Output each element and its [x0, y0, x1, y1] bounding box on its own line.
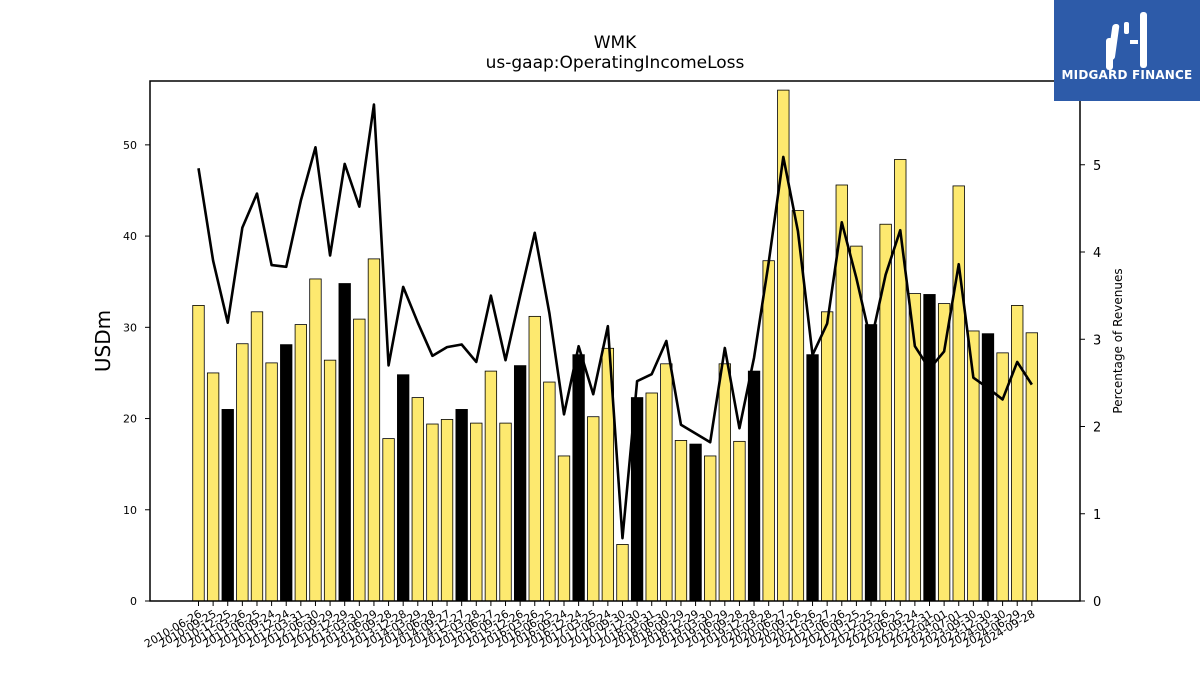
line-layer [197, 103, 1033, 540]
bar [747, 370, 761, 602]
chart-subtitle: us-gaap:OperatingIncomeLoss [486, 53, 745, 73]
bar [689, 443, 702, 602]
bar [733, 440, 746, 602]
plot-frame [149, 80, 1081, 602]
y-tick-label: 50 [123, 139, 137, 152]
bar [309, 278, 322, 602]
bar [236, 343, 249, 602]
y2-tick-label: 3 [1093, 333, 1101, 348]
bar [528, 315, 541, 602]
bar [426, 423, 439, 602]
bar [250, 311, 264, 602]
bar [1011, 305, 1024, 602]
y2-tick-label: 5 [1093, 159, 1101, 174]
bar [367, 258, 381, 602]
bar [455, 409, 468, 602]
bar [645, 392, 658, 602]
y2-axis-label: Percentage of Revenues [1111, 268, 1125, 413]
bar [192, 305, 205, 602]
bar [206, 372, 220, 602]
y-tick-label: 20 [123, 413, 137, 426]
y-tick-label: 0 [130, 595, 137, 608]
chart-title: WMK [594, 33, 637, 53]
bar [572, 354, 585, 602]
midgard-logo-icon [1106, 12, 1147, 70]
bar [265, 362, 278, 602]
bar [952, 185, 965, 602]
bar [762, 260, 775, 602]
y-tick-label: 30 [123, 321, 137, 334]
bar [923, 294, 936, 602]
bar [718, 363, 731, 602]
bar [821, 311, 834, 602]
bar [382, 438, 395, 602]
bar [660, 363, 673, 602]
bar [674, 440, 688, 602]
bar [484, 370, 498, 602]
series-line [197, 103, 1033, 540]
y-ticks-layer: 0 10 20 30 40 50 [123, 139, 150, 608]
bar [806, 354, 819, 602]
bar [294, 324, 307, 602]
y2-tick-label: 0 [1093, 595, 1101, 610]
bar [499, 422, 512, 602]
bar [864, 324, 878, 602]
brand-logo: MIDGARD FINANCE [1054, 0, 1200, 101]
bar [323, 359, 337, 602]
bar [616, 544, 629, 602]
bar [440, 419, 454, 602]
bar [777, 89, 790, 602]
bar [513, 365, 527, 602]
bar [470, 422, 483, 602]
y-tick-label: 40 [123, 230, 137, 243]
bars-layer [192, 89, 1038, 602]
bar [1025, 332, 1038, 602]
y2-tick-label: 1 [1093, 508, 1101, 523]
bar [280, 344, 293, 602]
bar [704, 455, 717, 602]
brand-name: MIDGARD FINANCE [1061, 68, 1193, 82]
bar [353, 318, 366, 602]
y2-ticks-layer: 0 1 2 3 4 5 [1080, 159, 1101, 610]
bar [981, 333, 995, 602]
bar [543, 381, 556, 602]
bar [397, 374, 410, 602]
x-ticks-layer: 2010-06-262010-09-252010-12-252011-03-26… [142, 601, 1037, 651]
bar [221, 409, 234, 602]
bar [338, 283, 351, 602]
y-tick-label: 10 [123, 504, 137, 517]
y-axis-label: USDm [91, 310, 115, 372]
y2-tick-label: 2 [1093, 421, 1101, 436]
bar [894, 159, 907, 602]
y2-tick-label: 4 [1093, 246, 1101, 261]
bar [587, 416, 600, 602]
bar [411, 397, 424, 602]
bar [557, 455, 571, 602]
